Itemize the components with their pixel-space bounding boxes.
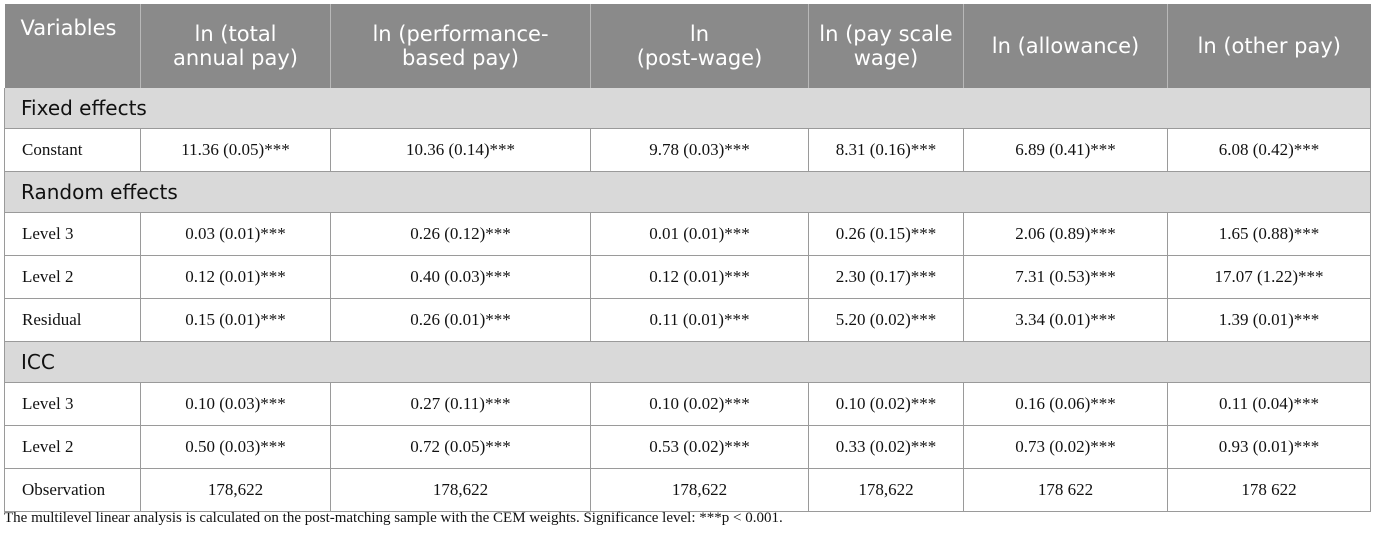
table-row: Residual 0.15 (0.01)*** 0.26 (0.01)*** 0.11… — [4, 298, 1371, 342]
header-variables: Variables — [4, 4, 141, 88]
table-cell: 0.11 (0.01)*** — [590, 298, 809, 342]
column-header-line: ln (total — [194, 22, 277, 46]
row-label: Level 3 — [4, 382, 141, 426]
header-row: Variables ln (total annual pay) ln (perform… — [4, 4, 1371, 88]
table-row: Level 2 0.12 (0.01)*** 0.40 (0.03)*** 0.12 … — [4, 255, 1371, 299]
column-header-line: based pay) — [402, 46, 519, 70]
table-cell: 0.12 (0.01)*** — [140, 255, 331, 299]
table-cell: 178,622 — [808, 468, 964, 512]
table-cell: 10.36 (0.14)*** — [330, 128, 591, 172]
table-cell: 9.78 (0.03)*** — [590, 128, 809, 172]
table-cell: 6.89 (0.41)*** — [963, 128, 1168, 172]
column-header: ln (other pay) — [1167, 4, 1371, 88]
row-label: Level 2 — [4, 255, 141, 299]
column-header-line: ln (pay scale — [819, 22, 953, 46]
table-cell: 178,622 — [140, 468, 331, 512]
table-row: Level 2 0.50 (0.03)*** 0.72 (0.05)*** 0.53 … — [4, 425, 1371, 469]
table-cell: 0.73 (0.02)*** — [963, 425, 1168, 469]
table-cell: 178 622 — [963, 468, 1168, 512]
section-row: ICC — [4, 341, 1371, 383]
column-header-line: wage) — [853, 46, 919, 70]
table-cell: 11.36 (0.05)*** — [140, 128, 331, 172]
table-cell: 0.10 (0.02)*** — [808, 382, 964, 426]
table-footnote: The multilevel linear analysis is calcul… — [4, 510, 783, 526]
table-cell: 0.40 (0.03)*** — [330, 255, 591, 299]
table-cell: 0.01 (0.01)*** — [590, 212, 809, 256]
column-header-line: Variables — [20, 16, 117, 40]
column-header-line: ln (other pay) — [1197, 34, 1341, 58]
table-cell: 2.06 (0.89)*** — [963, 212, 1168, 256]
table-cell: 3.34 (0.01)*** — [963, 298, 1168, 342]
table-cell: 0.27 (0.11)*** — [330, 382, 591, 426]
row-label: Residual — [4, 298, 141, 342]
section-title: Random effects — [4, 171, 1371, 213]
column-header-line: ln (allowance) — [991, 34, 1140, 58]
results-table-container: Variables ln (total annual pay) ln (perform… — [4, 4, 1371, 512]
column-header-line: annual pay) — [173, 46, 298, 70]
table-cell: 5.20 (0.02)*** — [808, 298, 964, 342]
column-header-line: ln (performance- — [372, 22, 549, 46]
table-cell: 17.07 (1.22)*** — [1167, 255, 1371, 299]
table-cell: 0.26 (0.01)*** — [330, 298, 591, 342]
table-cell: 2.30 (0.17)*** — [808, 255, 964, 299]
section-title: ICC — [4, 341, 1371, 383]
column-header: ln (performance-based pay) — [330, 4, 591, 88]
multilevel-results-table: Variables ln (total annual pay) ln (perform… — [4, 4, 1371, 512]
table-body: Fixed effects Constant 11.36 (0.05)*** 10.3… — [4, 88, 1371, 512]
table-row: Level 3 0.10 (0.03)*** 0.27 (0.11)*** 0.10 … — [4, 382, 1371, 426]
column-header: ln (post-wage) — [590, 4, 809, 88]
column-header: ln (total annual pay) — [140, 4, 331, 88]
table-cell: 0.26 (0.15)*** — [808, 212, 964, 256]
table-cell: 0.10 (0.02)*** — [590, 382, 809, 426]
row-label: Level 3 — [4, 212, 141, 256]
table-row: Constant 11.36 (0.05)*** 10.36 (0.14)*** 9.… — [4, 128, 1371, 172]
row-label: Constant — [4, 128, 141, 172]
table-cell: 0.26 (0.12)*** — [330, 212, 591, 256]
table-cell: 178 622 — [1167, 468, 1371, 512]
table-cell: 0.33 (0.02)*** — [808, 425, 964, 469]
table-cell: 178,622 — [590, 468, 809, 512]
column-header-line: (post-wage) — [636, 46, 763, 70]
section-row: Random effects — [4, 171, 1371, 213]
section-row: Fixed effects — [4, 88, 1371, 129]
table-cell: 0.50 (0.03)*** — [140, 425, 331, 469]
row-label: Observation — [4, 468, 141, 512]
table-row: Observation 178,622 178,622 178,622 178,622 1… — [4, 468, 1371, 512]
table-cell: 6.08 (0.42)*** — [1167, 128, 1371, 172]
table-cell: 0.16 (0.06)*** — [963, 382, 1168, 426]
table-cell: 0.03 (0.01)*** — [140, 212, 331, 256]
table-row: Level 3 0.03 (0.01)*** 0.26 (0.12)*** 0.01 … — [4, 212, 1371, 256]
column-header: ln (allowance) — [963, 4, 1168, 88]
table-cell: 0.72 (0.05)*** — [330, 425, 591, 469]
table-cell: 0.11 (0.04)*** — [1167, 382, 1371, 426]
table-cell: 0.53 (0.02)*** — [590, 425, 809, 469]
row-label: Level 2 — [4, 425, 141, 469]
table-cell: 1.65 (0.88)*** — [1167, 212, 1371, 256]
column-header: ln (pay scale wage) — [808, 4, 964, 88]
table-cell: 0.93 (0.01)*** — [1167, 425, 1371, 469]
table-cell: 8.31 (0.16)*** — [808, 128, 964, 172]
table-cell: 0.12 (0.01)*** — [590, 255, 809, 299]
table-cell: 7.31 (0.53)*** — [963, 255, 1168, 299]
table-cell: 0.15 (0.01)*** — [140, 298, 331, 342]
section-title: Fixed effects — [4, 88, 1371, 129]
table-cell: 178,622 — [330, 468, 591, 512]
table-cell: 0.10 (0.03)*** — [140, 382, 331, 426]
table-cell: 1.39 (0.01)*** — [1167, 298, 1371, 342]
column-header-line: ln — [689, 22, 710, 46]
